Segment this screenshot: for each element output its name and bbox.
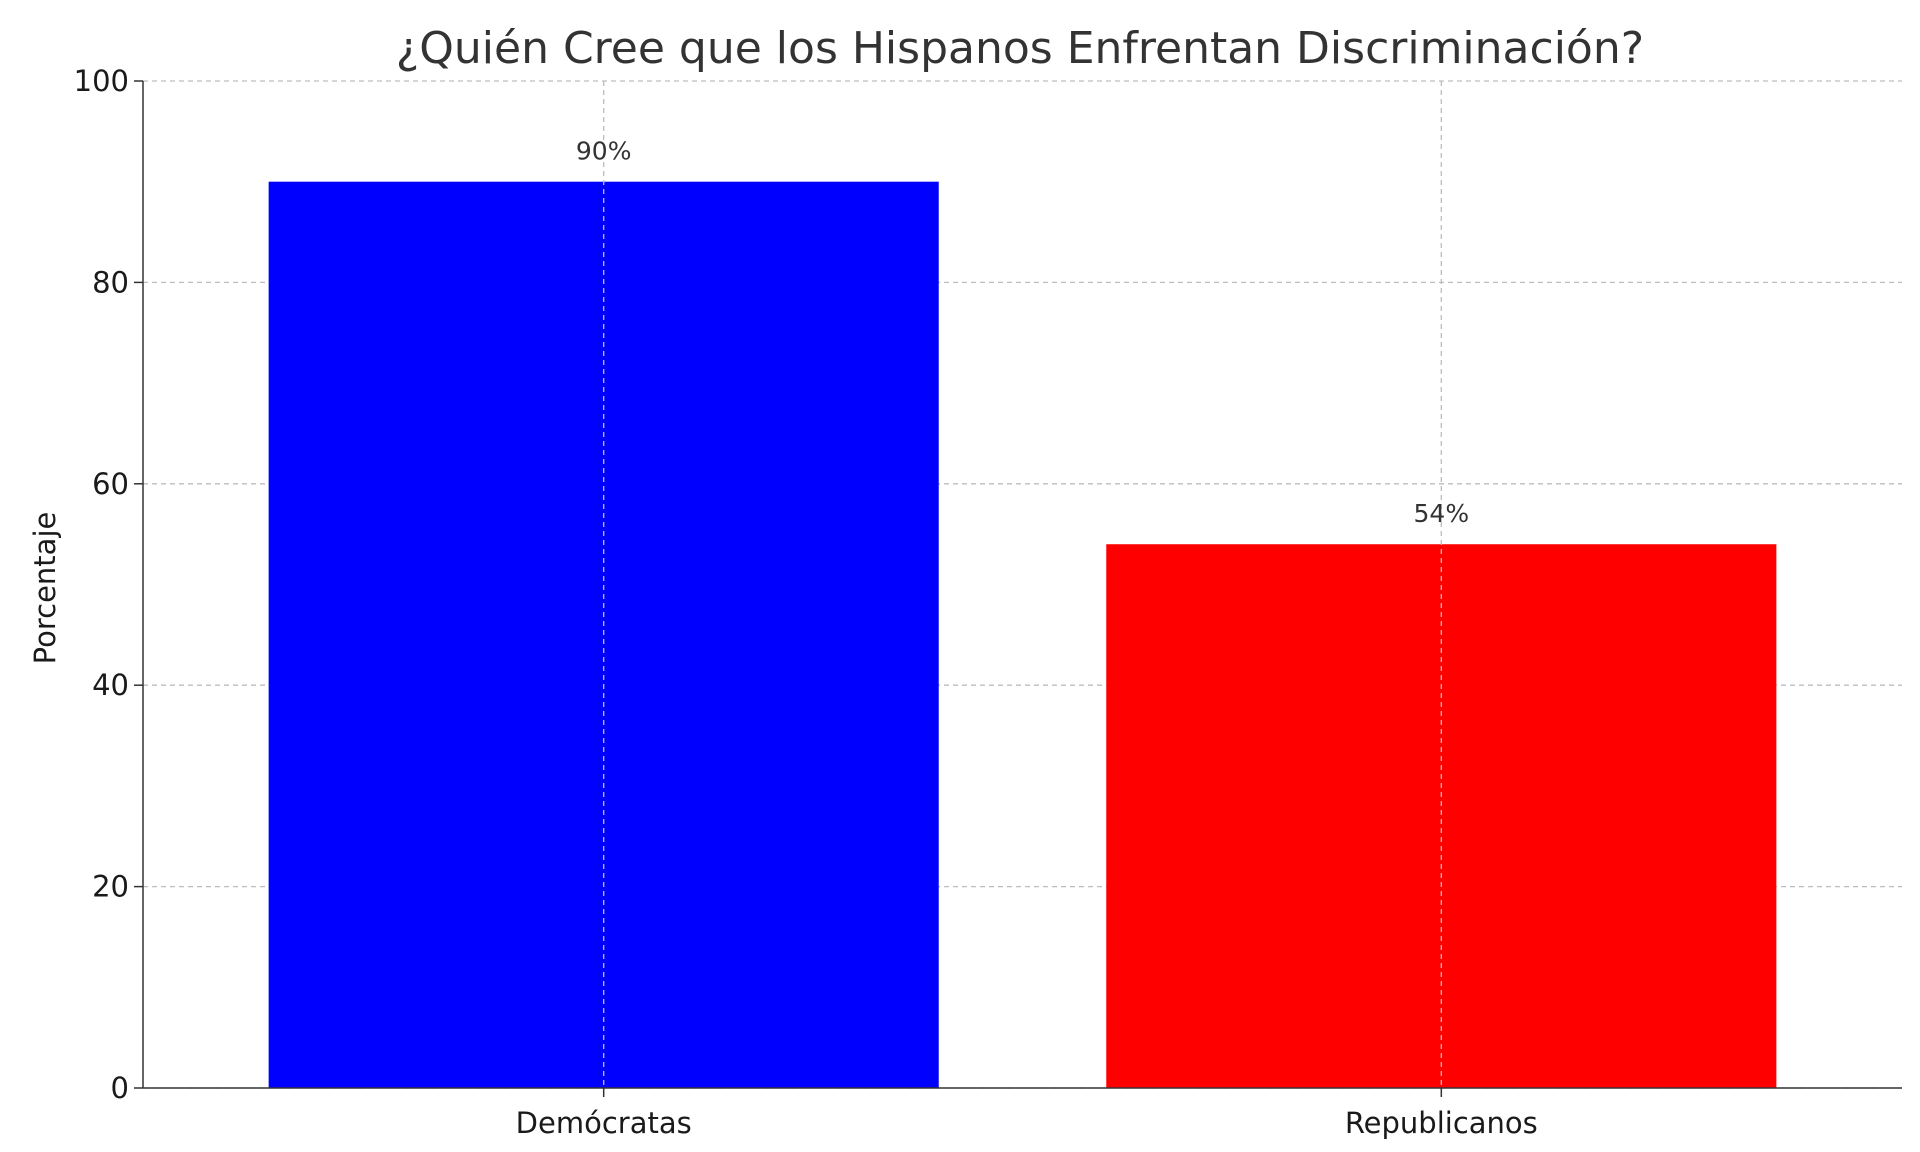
- y-tick-label-60: 60: [92, 467, 129, 501]
- chart-title: ¿Quién Cree que los Hispanos Enfrentan D…: [396, 23, 1644, 74]
- axes: [134, 80, 1902, 1097]
- x-tick-label-1: Demócratas: [516, 1106, 692, 1140]
- data-label-1: 90%: [576, 137, 632, 166]
- y-tick-label-80: 80: [92, 265, 129, 299]
- tick-labels: 0 20 40 60 80 100 Demócratas Republicanos: [74, 64, 1538, 1140]
- x-tick-label-2: Republicanos: [1345, 1106, 1538, 1140]
- data-label-2: 54%: [1414, 499, 1470, 528]
- y-tick-label-0: 0: [111, 1071, 129, 1105]
- y-axis-label: Porcentaje: [28, 512, 62, 665]
- bars: [268, 181, 1777, 1088]
- y-tick-label-100: 100: [74, 64, 129, 98]
- data-labels: 90% 54%: [576, 81, 1469, 1088]
- y-tick-label-20: 20: [92, 870, 129, 904]
- y-tick-label-40: 40: [92, 668, 129, 702]
